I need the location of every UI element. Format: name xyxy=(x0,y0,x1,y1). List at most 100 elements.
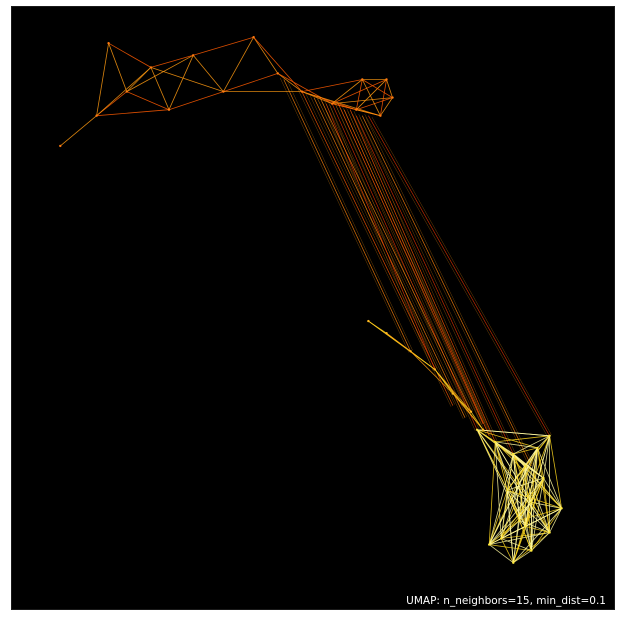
bottom-right-cluster-edge-81 xyxy=(513,435,550,455)
middle-ribbon-point-1 xyxy=(385,332,388,335)
bottom-right-cluster-edge-117 xyxy=(519,435,550,521)
top-left-arc-edge-14 xyxy=(168,91,224,111)
long-edge-5-strand-2 xyxy=(362,115,532,467)
top-left-arc-edge-15 xyxy=(192,55,224,92)
long-edge-4-strand-2 xyxy=(301,91,454,406)
top-left-arc-edge-22 xyxy=(277,73,303,92)
bottom-right-cluster-edge-77 xyxy=(494,441,508,491)
top-left-arc-edge-26 xyxy=(301,91,381,117)
bottom-right-cluster-edge-134 xyxy=(488,520,520,545)
bottom-right-cluster-highlight-2 xyxy=(512,453,520,521)
bottom-right-cluster-edge-85 xyxy=(488,453,514,545)
bottom-right-cluster-highlight-4 xyxy=(488,447,538,545)
bottom-right-cluster-edge-71 xyxy=(494,441,520,521)
top-left-arc-edge-0 xyxy=(60,115,97,147)
top-left-arc-point-1 xyxy=(95,114,98,117)
long-edge-9-strand-1 xyxy=(364,114,548,437)
bottom-right-cluster-edge-147 xyxy=(500,477,544,539)
long-edge-3-strand-2 xyxy=(356,115,514,455)
bottom-right-cluster-edge-100 xyxy=(525,465,550,533)
bottom-right-cluster-edge-97 xyxy=(488,465,526,545)
bottom-right-cluster-point-16 xyxy=(524,525,527,528)
bottom-right-cluster-point-9 xyxy=(488,543,491,546)
bottom-right-cluster-edge-159 xyxy=(513,508,562,563)
long-edge-4-strand-3 xyxy=(305,92,455,405)
long-edge-4-strand-1 xyxy=(298,90,452,407)
bottom-right-cluster-point-11 xyxy=(530,549,533,552)
top-left-arc-edge-1 xyxy=(96,43,109,116)
middle-ribbon-point-5 xyxy=(469,410,473,413)
bottom-right-cluster-edge-155 xyxy=(488,490,508,545)
top-left-arc-edge-17 xyxy=(223,37,254,92)
long-edge-11-strand-1 xyxy=(316,96,470,413)
bottom-right-cluster-edge-90 xyxy=(506,453,514,491)
top-left-arc-point-6 xyxy=(192,54,195,57)
bottom-right-cluster-edge-171 xyxy=(525,526,550,533)
bottom-right-cluster-highlight-12 xyxy=(476,429,550,533)
bottom-right-cluster-highlight-16 xyxy=(524,447,538,527)
top-left-arc-edge-41 xyxy=(362,79,393,98)
bottom-right-cluster-edge-165 xyxy=(531,478,544,551)
long-edge-11-strand-3 xyxy=(323,98,474,411)
top-left-arc-point-5 xyxy=(167,108,171,111)
top-left-arc-edge-10 xyxy=(150,67,170,110)
top-left-arc-edge-35 xyxy=(356,79,387,110)
bottom-right-cluster-point-4 xyxy=(536,446,539,450)
long-edge-10-strand-1 xyxy=(334,102,482,425)
bottom-right-cluster-edge-73 xyxy=(488,441,496,545)
middle-ribbon-point-4 xyxy=(451,392,455,395)
bottom-right-cluster-edge-176 xyxy=(525,477,544,527)
bottom-right-cluster-edge-143 xyxy=(500,538,514,563)
top-left-arc-point-2 xyxy=(107,42,110,45)
top-left-arc-point-0 xyxy=(59,144,62,148)
bottom-right-cluster-edge-108 xyxy=(500,447,538,539)
long-edge-0-strand-2 xyxy=(331,103,478,430)
bottom-right-cluster-edge-154 xyxy=(488,477,544,545)
top-left-arc-edge-20 xyxy=(253,36,279,74)
bottom-right-cluster-point-1 xyxy=(494,440,497,444)
bottom-right-cluster-edge-141 xyxy=(519,520,526,527)
bottom-right-cluster-edge-69 xyxy=(495,435,550,443)
bottom-right-cluster-edge-137 xyxy=(519,520,550,533)
bottom-right-cluster-edge-62 xyxy=(476,429,520,521)
bottom-right-cluster-highlight-0 xyxy=(477,429,550,437)
plot-area: UMAP: n_neighbors=15, min_dist=0.1 xyxy=(11,6,615,610)
bottom-right-cluster-point-10 xyxy=(512,561,515,564)
top-left-arc-edge-32 xyxy=(331,79,363,104)
bottom-right-cluster-point-15 xyxy=(506,489,509,492)
long-edge-2-strand-1 xyxy=(310,96,464,419)
top-left-arc-edge-6 xyxy=(108,42,152,68)
bottom-right-cluster-edge-80 xyxy=(513,447,538,455)
bottom-right-cluster-point-0 xyxy=(475,428,479,431)
long-edge-3-strand-3 xyxy=(359,117,516,453)
top-left-arc-point-7 xyxy=(222,90,225,93)
bottom-right-cluster-point-12 xyxy=(548,531,551,534)
top-left-arc-point-15 xyxy=(385,78,388,81)
long-edge-8-strand-3 xyxy=(287,80,413,351)
top-left-arc-edge-9 xyxy=(126,54,194,92)
long-edge-0-strand-3 xyxy=(335,105,480,429)
long-edge-7-strand-3 xyxy=(353,111,498,441)
bottom-right-cluster-edge-59 xyxy=(476,429,538,449)
umap-edge-plot xyxy=(59,36,563,564)
top-left-arc-edge-38 xyxy=(380,79,387,116)
middle-ribbon-edge-55 xyxy=(470,411,484,431)
top-left-arc-edge-37 xyxy=(380,97,393,116)
bottom-right-cluster-point-8 xyxy=(500,537,503,540)
bottom-right-cluster-edge-121 xyxy=(506,435,550,491)
bottom-right-cluster-edge-120 xyxy=(543,435,550,479)
bottom-right-cluster-highlight-10 xyxy=(506,490,514,563)
long-edge-5-strand-1 xyxy=(358,114,530,468)
bottom-right-cluster-edge-150 xyxy=(488,544,514,564)
bottom-right-cluster-edge-168 xyxy=(549,508,562,533)
bottom-right-cluster-edge-151 xyxy=(489,544,532,551)
bottom-right-cluster-point-13 xyxy=(560,507,563,510)
top-left-arc-edge-4 xyxy=(96,109,170,117)
bottom-right-cluster-edge-111 xyxy=(537,447,550,533)
bottom-right-cluster-edge-172 xyxy=(543,477,562,509)
middle-ribbon-edge-49 xyxy=(410,351,454,394)
bottom-right-cluster-edge-135 xyxy=(512,520,520,563)
top-left-arc-edge-13 xyxy=(168,55,194,110)
middle-ribbon-point-0 xyxy=(367,319,370,323)
long-edge-10-strand-3 xyxy=(341,105,486,423)
